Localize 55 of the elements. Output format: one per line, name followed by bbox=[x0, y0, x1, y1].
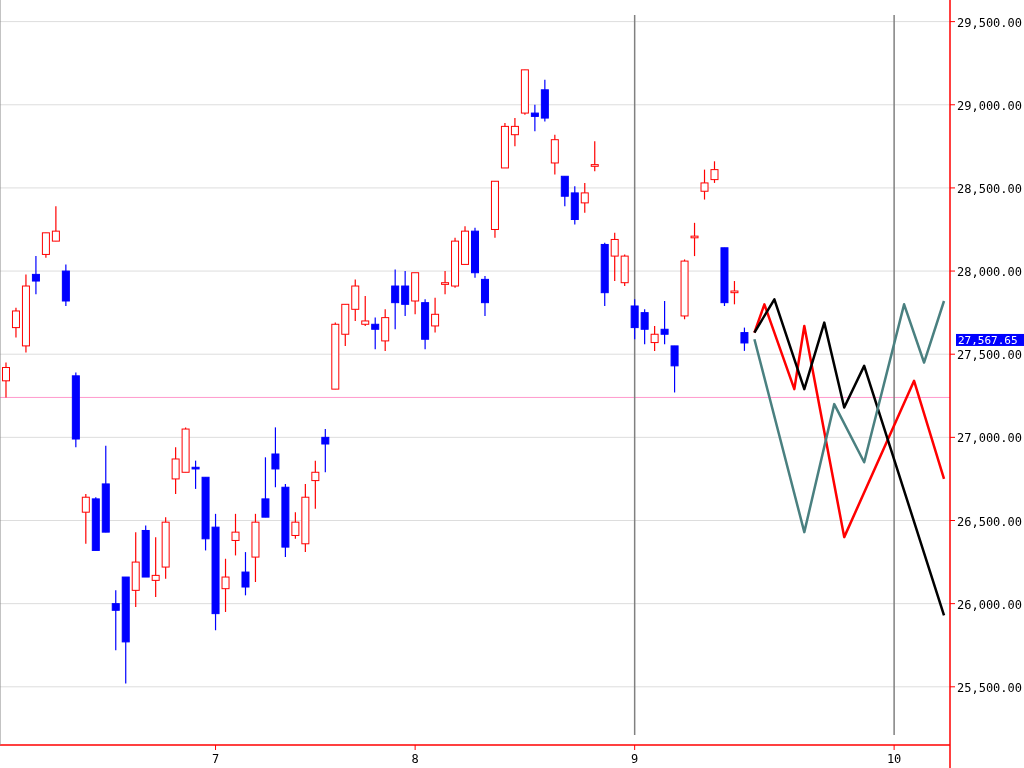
candlestick bbox=[191, 460, 200, 490]
candlestick bbox=[241, 551, 250, 596]
candlestick bbox=[650, 325, 659, 352]
candlestick bbox=[391, 268, 400, 330]
candlestick bbox=[510, 117, 519, 147]
x-tick-label: 10 bbox=[886, 752, 902, 766]
y-tick-label: 28,500.00 bbox=[957, 181, 1023, 196]
candlestick bbox=[401, 270, 410, 317]
candlestick bbox=[51, 205, 60, 242]
y-tick-label: 29,500.00 bbox=[957, 15, 1023, 30]
candlestick bbox=[221, 558, 230, 613]
candlestick bbox=[1, 361, 10, 399]
candlestick bbox=[730, 280, 739, 305]
x-tick-label: 9 bbox=[631, 752, 639, 766]
candlestick bbox=[351, 278, 360, 322]
candlestick bbox=[11, 307, 20, 339]
candlestick bbox=[690, 222, 699, 257]
y-tick-label: 29,000.00 bbox=[957, 98, 1023, 113]
candlestick bbox=[610, 232, 619, 282]
candlestick bbox=[441, 270, 450, 295]
candlestick bbox=[700, 169, 709, 201]
y-tick-label: 27,000.00 bbox=[957, 431, 1023, 446]
candlestick bbox=[710, 160, 719, 184]
y-tick-label: 28,000.00 bbox=[957, 265, 1023, 280]
candlestick bbox=[371, 317, 380, 350]
candlestick bbox=[81, 493, 90, 545]
candlestick bbox=[151, 536, 160, 598]
candlestick bbox=[580, 182, 589, 214]
line-series bbox=[753, 298, 946, 617]
candlestick bbox=[590, 140, 599, 172]
candlestick bbox=[740, 327, 749, 352]
candlestick bbox=[361, 295, 370, 327]
y-tick-label: 26,000.00 bbox=[957, 597, 1023, 612]
y-tick-label: 26,500.00 bbox=[957, 514, 1023, 529]
candlestick bbox=[41, 232, 50, 259]
candlestick bbox=[111, 589, 120, 651]
candlestick bbox=[560, 175, 569, 207]
candlestick bbox=[261, 456, 270, 518]
x-tick-label: 7 bbox=[211, 752, 220, 766]
candlestick bbox=[311, 460, 320, 510]
x-tick-label: 8 bbox=[411, 752, 419, 766]
candlestick bbox=[381, 308, 390, 352]
candlestick bbox=[431, 297, 440, 334]
text: 27,567.65 bbox=[958, 333, 1018, 347]
candlestick bbox=[530, 104, 539, 132]
candlestick bbox=[321, 428, 330, 473]
candlestick bbox=[31, 255, 40, 295]
candlestick bbox=[660, 300, 669, 345]
y-tick-label: 27,500.00 bbox=[957, 348, 1023, 363]
candlestick bbox=[550, 134, 559, 176]
y-tick-label: 25,500.00 bbox=[957, 680, 1023, 695]
candlestick bbox=[271, 426, 280, 488]
candlestick bbox=[670, 345, 679, 394]
candlestick bbox=[231, 513, 240, 557]
candlestick bbox=[480, 275, 489, 317]
